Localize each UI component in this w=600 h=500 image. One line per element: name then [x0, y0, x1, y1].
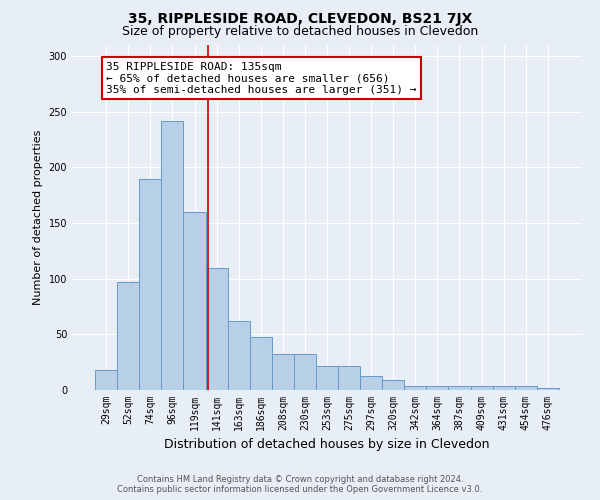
Bar	[515, 386, 537, 390]
Bar	[161, 120, 184, 390]
Text: 35, RIPPLESIDE ROAD, CLEVEDON, BS21 7JX: 35, RIPPLESIDE ROAD, CLEVEDON, BS21 7JX	[128, 12, 472, 26]
Bar	[338, 366, 360, 390]
Text: Size of property relative to detached houses in Clevedon: Size of property relative to detached ho…	[122, 25, 478, 38]
Bar	[448, 386, 470, 390]
Text: Contains HM Land Registry data © Crown copyright and database right 2024.
Contai: Contains HM Land Registry data © Crown c…	[118, 474, 482, 494]
Bar	[272, 354, 294, 390]
X-axis label: Distribution of detached houses by size in Clevedon: Distribution of detached houses by size …	[164, 438, 490, 452]
Text: 35 RIPPLESIDE ROAD: 135sqm
← 65% of detached houses are smaller (656)
35% of sem: 35 RIPPLESIDE ROAD: 135sqm ← 65% of deta…	[106, 62, 417, 95]
Y-axis label: Number of detached properties: Number of detached properties	[33, 130, 43, 305]
Bar	[250, 336, 272, 390]
Bar	[117, 282, 139, 390]
Bar	[95, 370, 117, 390]
Bar	[139, 178, 161, 390]
Bar	[470, 386, 493, 390]
Bar	[316, 366, 338, 390]
Bar	[294, 354, 316, 390]
Bar	[184, 212, 206, 390]
Bar	[537, 388, 559, 390]
Bar	[404, 386, 427, 390]
Bar	[493, 386, 515, 390]
Bar	[227, 321, 250, 390]
Bar	[427, 386, 448, 390]
Bar	[360, 376, 382, 390]
Bar	[382, 380, 404, 390]
Bar	[206, 268, 227, 390]
